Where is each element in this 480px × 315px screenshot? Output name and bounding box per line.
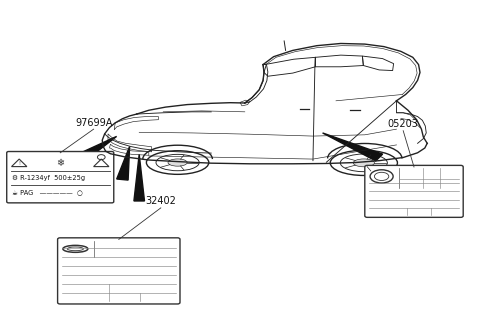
Text: 97699A: 97699A [75,117,112,128]
Polygon shape [134,154,144,201]
Text: 32402: 32402 [145,196,176,206]
Text: ☕ PAG   —————  ○: ☕ PAG ————— ○ [12,190,83,196]
Polygon shape [80,136,117,159]
FancyBboxPatch shape [7,152,114,203]
Text: ❄: ❄ [56,158,64,168]
Text: 05203: 05203 [388,119,419,129]
Polygon shape [117,146,130,180]
FancyBboxPatch shape [58,238,180,304]
Text: !: ! [18,161,20,166]
Ellipse shape [168,159,187,166]
Ellipse shape [353,159,374,167]
FancyBboxPatch shape [365,165,463,217]
Polygon shape [323,133,383,161]
Text: ⚙ R-1234yf  500±25g: ⚙ R-1234yf 500±25g [12,175,85,181]
